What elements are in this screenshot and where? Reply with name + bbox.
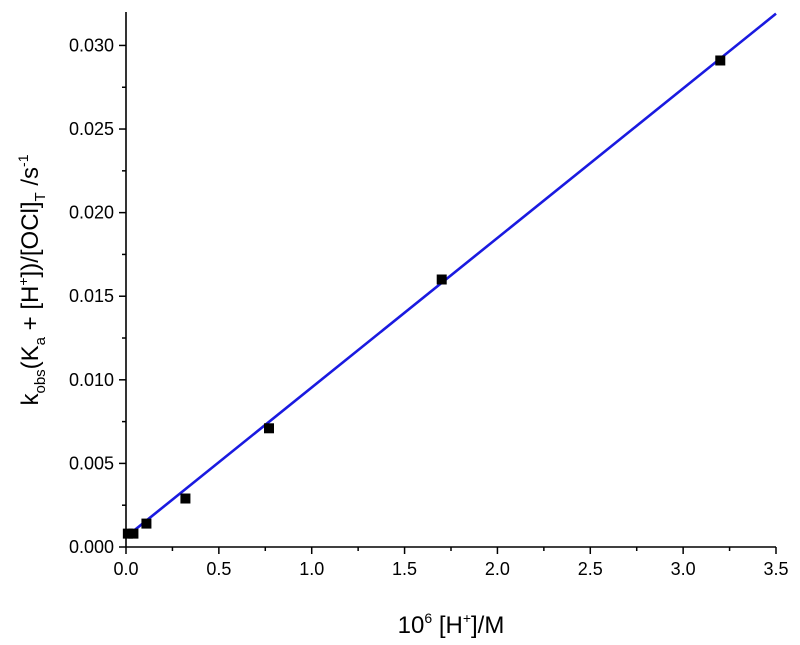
y-tick-label: 0.000 <box>69 537 114 557</box>
x-tick-label: 3.0 <box>671 559 696 579</box>
data-point <box>128 528 139 539</box>
fit-layer <box>125 12 777 538</box>
x-tick-label: 2.0 <box>485 559 510 579</box>
data-point <box>264 423 274 434</box>
x-axis-title: 106 [H+]/M <box>398 610 505 639</box>
x-tick-label: 0.5 <box>206 559 231 579</box>
x-tick-label: 3.5 <box>763 559 788 579</box>
y-axis-title: kobs(Ka + [H+])/[OCl]T /s-1 <box>15 154 49 405</box>
data-point <box>715 55 726 66</box>
y-tick-label: 0.015 <box>69 286 114 306</box>
data-point <box>122 528 133 539</box>
data-point <box>436 274 447 285</box>
data-point <box>141 518 152 529</box>
data-point <box>180 493 191 504</box>
fit-line <box>125 12 777 538</box>
y-tick-label: 0.010 <box>69 370 114 390</box>
y-tick-label: 0.025 <box>69 119 114 139</box>
x-tick-label: 2.5 <box>578 559 603 579</box>
x-ticks: 0.0 0.5 1.0 1.5 2.0 2.5 3.0 3.5 <box>113 547 789 579</box>
y-tick-label: 0.030 <box>69 35 114 55</box>
y-tick-label: 0.020 <box>69 203 114 223</box>
y-ticks: 0.000 0.005 0.010 0.015 0.020 0.025 0.030 <box>69 35 126 557</box>
points-layer <box>122 55 726 539</box>
y-tick-label: 0.005 <box>69 453 114 473</box>
x-tick-label: 1.0 <box>299 559 324 579</box>
x-tick-label: 1.5 <box>392 559 417 579</box>
x-tick-label: 0.0 <box>113 559 138 579</box>
